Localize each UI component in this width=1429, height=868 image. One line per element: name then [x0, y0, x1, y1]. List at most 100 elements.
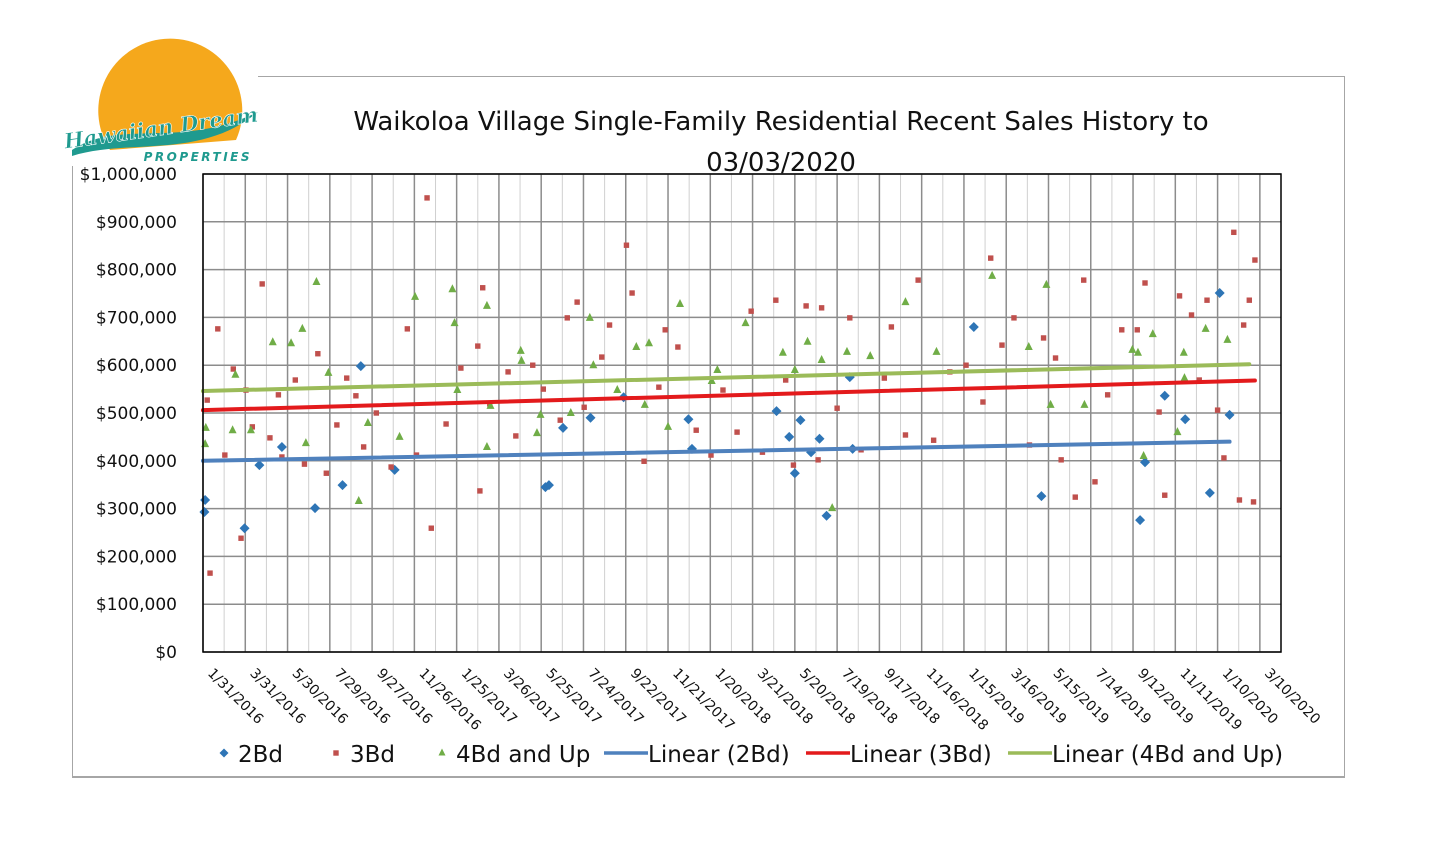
point-3bd: [988, 255, 994, 261]
y-tick-label: $800,000: [96, 261, 177, 281]
point-3bd: [606, 322, 613, 328]
point-3bd: [513, 433, 519, 439]
point-2bd: [337, 480, 348, 491]
point-3bd: [315, 351, 321, 357]
point-4bd-and-up: [1139, 451, 1148, 460]
point-4bd-and-up: [613, 385, 622, 394]
point-4bd-and-up: [1042, 279, 1051, 288]
legend-label-2bd: 2Bd: [238, 742, 283, 768]
point-3bd: [599, 354, 605, 360]
point-3bd: [1250, 499, 1257, 505]
point-3bd: [1246, 297, 1252, 303]
point-3bd: [360, 444, 367, 450]
point-4bd-and-up: [675, 299, 684, 308]
point-3bd: [279, 454, 285, 460]
point-2bd: [1180, 414, 1191, 425]
point-3bd: [629, 290, 635, 296]
point-4bd-and-up: [411, 291, 420, 300]
point-4bd-and-up: [1024, 342, 1033, 351]
point-3bd: [963, 362, 969, 368]
point-3bd: [222, 452, 228, 458]
point-3bd: [930, 437, 937, 443]
point-4bd-and-up: [516, 345, 525, 354]
point-4bd-and-up: [585, 312, 594, 321]
point-3bd: [1040, 335, 1047, 341]
point-2bd: [784, 431, 795, 442]
point-4bd-and-up: [828, 503, 837, 512]
point-3bd: [443, 421, 449, 427]
point-3bd: [564, 315, 570, 321]
point-2bd: [199, 506, 210, 517]
point-4bd-and-up: [1080, 399, 1089, 408]
point-4bd-and-up: [201, 422, 210, 431]
legend-label-4bd-and-up: 4Bd and Up: [456, 742, 590, 768]
point-2bd: [355, 361, 366, 372]
point-3bd: [424, 195, 430, 201]
point-3bd: [847, 315, 853, 321]
point-3bd: [574, 299, 580, 305]
point-4bd-and-up: [1173, 427, 1182, 436]
point-3bd: [1052, 355, 1059, 361]
y-tick-label: $200,000: [96, 547, 177, 567]
legend-marker-2bd: [219, 748, 229, 758]
point-3bd: [815, 457, 821, 463]
point-3bd: [404, 326, 411, 332]
point-4bd-and-up: [1128, 344, 1137, 353]
point-4bd-and-up: [589, 360, 598, 369]
point-4bd-and-up: [817, 354, 826, 363]
point-2bd: [795, 415, 806, 426]
point-4bd-and-up: [301, 438, 310, 447]
chart-frame-right: [1344, 76, 1345, 776]
point-3bd: [1011, 315, 1017, 321]
point-3bd: [230, 366, 236, 372]
point-2bd: [1204, 487, 1215, 498]
trendlines: [201, 362, 1257, 463]
point-3bd: [888, 324, 895, 330]
point-3bd: [505, 369, 511, 375]
point-3bd: [656, 384, 662, 390]
chart-title-line2: 03/03/2020: [706, 148, 856, 178]
point-3bd: [1119, 327, 1125, 333]
point-4bd-and-up: [268, 337, 277, 346]
point-4bd-and-up: [395, 431, 404, 440]
point-3bd: [557, 417, 563, 423]
point-3bd: [1156, 409, 1162, 415]
point-3bd: [834, 405, 840, 411]
point-3bd: [1081, 277, 1087, 283]
legend: 2Bd 3Bd 4Bd and Up Linear (2Bd) Linear (3Bd)…: [219, 742, 1283, 768]
chart-frame-top: [258, 76, 1344, 77]
point-4bd-and-up: [566, 408, 575, 416]
point-2bd: [276, 441, 287, 452]
point-3bd: [1104, 392, 1111, 398]
point-4bd-and-up: [228, 425, 237, 434]
point-4bd-and-up: [354, 495, 363, 504]
legend-marker-3bd: [333, 750, 339, 756]
point-3bd: [373, 410, 380, 416]
point-2bd: [254, 460, 265, 471]
point-3bd: [480, 285, 486, 291]
point-4bd-and-up: [298, 323, 307, 332]
point-3bd: [623, 242, 630, 248]
point-3bd: [1142, 280, 1148, 286]
point-3bd: [980, 399, 986, 405]
point-4bd-and-up: [287, 338, 296, 347]
point-3bd: [902, 432, 909, 438]
point-3bd: [641, 458, 647, 464]
y-axis: $0 $100,000 $200,000 $300,000 $400,000 $500,0…: [80, 165, 177, 663]
point-4bd-and-up: [1201, 323, 1210, 332]
trendline-linear-3bd-: [201, 378, 1257, 413]
chart-frame-left: [72, 166, 73, 776]
point-3bd: [292, 377, 298, 383]
point-2bd: [789, 468, 800, 479]
logo-wave: [72, 112, 258, 156]
point-2bd: [1214, 288, 1225, 299]
point-2bd: [1159, 390, 1170, 401]
point-4bd-and-up: [486, 400, 495, 409]
logo-sun: [98, 38, 243, 151]
point-2bd: [558, 422, 569, 433]
point-3bd: [708, 452, 714, 458]
point-2bd: [771, 406, 782, 417]
chart-frame-bottom: [72, 776, 1345, 778]
point-3bd: [428, 525, 434, 531]
